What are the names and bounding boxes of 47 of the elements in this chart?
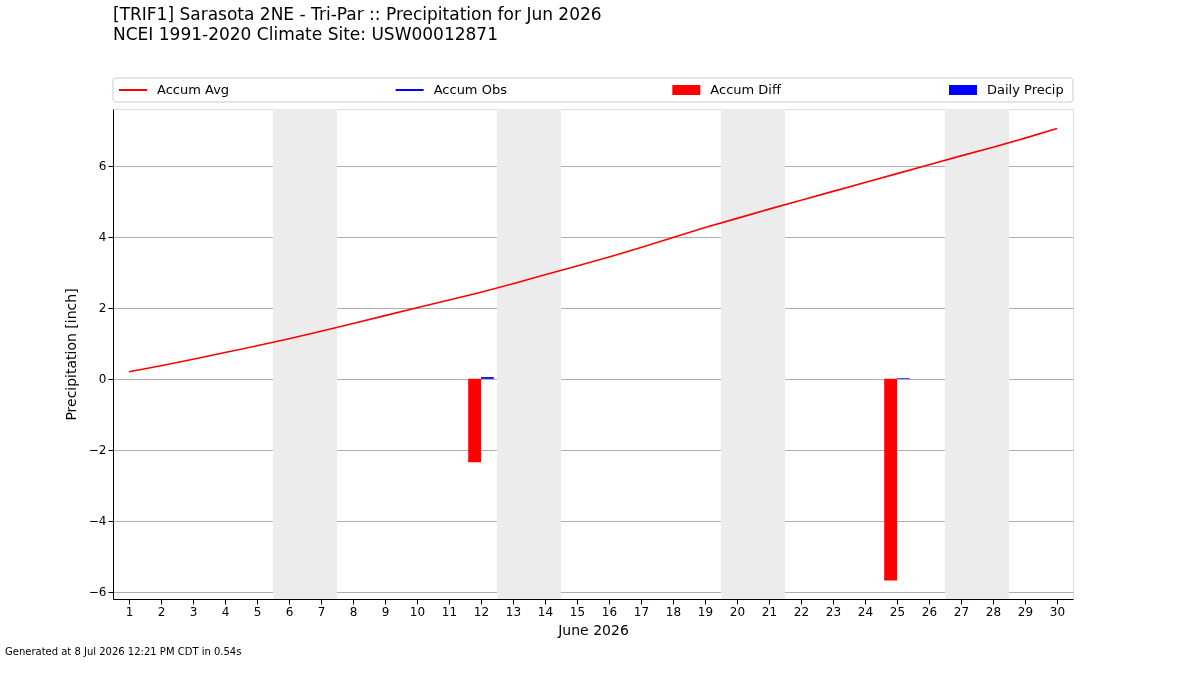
- x-tick-label: 26: [921, 604, 938, 619]
- x-tick-label: 14: [537, 604, 554, 619]
- y-tick-label: 0: [98, 372, 107, 387]
- x-tick-label: 11: [441, 604, 458, 619]
- x-tick-label: 29: [1017, 604, 1034, 619]
- legend-label: Accum Diff: [710, 82, 782, 97]
- x-tick-label: 13: [505, 604, 522, 619]
- x-tick-label: 30: [1049, 604, 1066, 619]
- x-tick-label: 15: [569, 604, 586, 619]
- x-tick-label: 8: [349, 604, 358, 619]
- x-tick-label: 12: [473, 604, 490, 619]
- chart-subtitle: NCEI 1991-2020 Climate Site: USW00012871: [113, 23, 498, 44]
- y-tick-label: −2: [88, 443, 107, 458]
- x-tick-label: 25: [889, 604, 906, 619]
- x-tick-label: 5: [253, 604, 262, 619]
- x-tick-label: 16: [601, 604, 618, 619]
- x-tick-label: 19: [697, 604, 714, 619]
- y-tick-label: −4: [88, 514, 107, 529]
- x-tick-label: 22: [793, 604, 810, 619]
- legend-label: Accum Obs: [433, 82, 508, 97]
- x-tick-label: 21: [761, 604, 778, 619]
- x-tick-label: 3: [189, 604, 198, 619]
- legend-label: Accum Avg: [157, 82, 230, 97]
- x-tick-label: 10: [409, 604, 426, 619]
- x-tick-label: 7: [317, 604, 326, 619]
- y-tick-label: 4: [98, 230, 107, 245]
- x-tick-label: 24: [857, 604, 874, 619]
- text: Generated at 8 Jul 2026 12:21 PM CDT in 0.54s: [5, 646, 242, 657]
- y-axis-title: Precipitation [inch]: [62, 288, 79, 421]
- y-tick-label: −6: [88, 585, 107, 600]
- x-tick-label: 17: [633, 604, 650, 619]
- chart-title: [TRIF1] Sarasota 2NE - Tri-Par :: Precipitation for Jun 2026: [113, 3, 602, 24]
- x-tick-label: 2: [157, 604, 166, 619]
- x-tick-label: 27: [953, 604, 970, 619]
- x-tick-label: 23: [825, 604, 842, 619]
- x-axis-title: June 2026: [557, 621, 629, 638]
- legend-label: Daily Precip: [987, 82, 1064, 97]
- x-tick-label: 18: [665, 604, 682, 619]
- x-tick-label: 20: [729, 604, 746, 619]
- x-tick-label: 6: [285, 604, 294, 619]
- x-tick-label: 28: [985, 604, 1002, 619]
- y-tick-label: 6: [98, 159, 107, 174]
- x-tick-label: 9: [381, 604, 390, 619]
- line-series: [128, 127, 1058, 373]
- x-tick-label: 1: [125, 604, 134, 619]
- x-tick-label: 4: [221, 604, 230, 619]
- y-tick-label: 2: [98, 301, 107, 316]
